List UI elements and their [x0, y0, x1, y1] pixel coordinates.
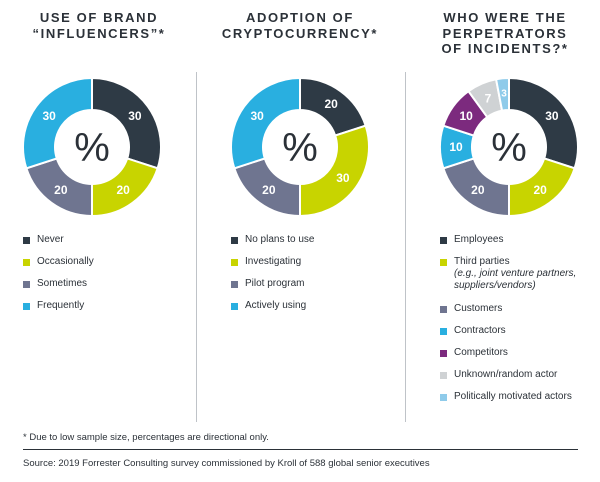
title-line: CRYPTOCURRENCY*: [221, 25, 379, 41]
slice-value-label: 20: [471, 183, 485, 197]
legend-label: Contractors: [454, 325, 506, 336]
slice-value-label: 30: [128, 109, 142, 123]
source-line: Source: 2019 Forrester Consulting survey…: [23, 458, 430, 469]
title-line: “INFLUENCERS”*: [32, 25, 166, 41]
legend-label: Investigating: [245, 256, 302, 267]
donut-center-symbol: %: [491, 126, 527, 170]
legend-label: No plans to use: [245, 234, 315, 245]
donut-slice-politically-motivated-actors: [494, 76, 510, 112]
legend-label: Occasionally: [37, 256, 94, 267]
swatch-actively-using: [231, 303, 238, 310]
swatch-unknown-actor: [440, 372, 447, 379]
panel-cryptocurrency: ADOPTION OF CRYPTOCURRENCY* 20 30 20 30% No…: [203, 0, 403, 420]
source-divider: [23, 449, 578, 450]
swatch-sometimes: [23, 281, 30, 288]
donut-slice-actively-using: [230, 76, 301, 170]
donut-slice-investigating: [299, 124, 370, 218]
chart-title: USE OF BRAND “INFLUENCERS”*: [0, 10, 199, 41]
title-line: PERPETRATORS: [442, 25, 568, 41]
donut-slice-frequently: [22, 76, 93, 170]
swatch-never: [23, 237, 30, 244]
swatch-third-parties: [440, 259, 447, 266]
slice-value-label: 20: [54, 183, 68, 197]
donut-svg: 30 20 20 30%: [22, 76, 162, 218]
slice-value-label: 20: [116, 183, 130, 197]
chart-title: ADOPTION OF CRYPTOCURRENCY*: [200, 10, 400, 41]
swatch-investigating: [231, 259, 238, 266]
donut-svg: 20 30 20 30%: [230, 76, 370, 218]
swatch-political-actors: [440, 394, 447, 401]
slice-value-label: 30: [336, 171, 350, 185]
slice-value-label: 20: [533, 183, 547, 197]
slice-value-label: 30: [545, 109, 559, 123]
legend-label: Frequently: [37, 300, 85, 311]
donut-slice-employees: [508, 76, 579, 170]
title-line: WHO WERE THE: [443, 10, 567, 25]
legend-label: Pilot program: [245, 278, 305, 289]
donut-chart: 30 20 20 10 10 7 3%: [439, 76, 579, 218]
legend-label: Unknown/random actor: [454, 369, 558, 380]
legend-label-main: Third parties: [454, 256, 510, 267]
footnote: * Due to low sample size, percentages ar…: [23, 432, 269, 443]
donut-slice-never: [91, 76, 162, 170]
swatch-employees: [440, 237, 447, 244]
swatch-contractors: [440, 328, 447, 335]
swatch-pilot-program: [231, 281, 238, 288]
legend-label: Politically motivated actors: [454, 391, 572, 402]
donut-chart: 30 20 20 30%: [22, 76, 162, 218]
swatch-occasionally: [23, 259, 30, 266]
slice-value-label: 20: [324, 97, 338, 111]
title-line: ADOPTION OF: [246, 10, 354, 25]
slice-value-label: 10: [449, 140, 463, 154]
legend-label: Customers: [454, 303, 503, 314]
chart-title: WHO WERE THE PERPETRATORS OF INCIDENTS?*: [405, 10, 600, 57]
panel-divider: [196, 72, 197, 422]
slice-value-label: 20: [262, 183, 276, 197]
donut-chart: 20 30 20 30%: [230, 76, 370, 218]
panel-perpetrators: WHO WERE THE PERPETRATORS OF INCIDENTS?*…: [410, 0, 600, 420]
donut-center-symbol: %: [282, 126, 318, 170]
legend-label: Employees: [454, 234, 504, 245]
legend-label: Competitors: [454, 347, 508, 358]
panel-divider: [405, 72, 406, 422]
swatch-customers: [440, 306, 447, 313]
legend-label: Third parties (e.g., joint venture partn…: [454, 256, 600, 292]
legend-label-note: (e.g., joint venture partners, suppliers…: [454, 268, 577, 291]
slice-value-label: 30: [250, 109, 264, 123]
swatch-frequently: [23, 303, 30, 310]
slice-value-label: 10: [459, 109, 473, 123]
legend-label: Actively using: [245, 300, 307, 311]
legend-label: Sometimes: [37, 278, 88, 289]
slice-value-label: 30: [42, 109, 56, 123]
swatch-competitors: [440, 350, 447, 357]
title-line: USE OF BRAND: [39, 10, 159, 25]
slice-value-label: 7: [485, 91, 492, 105]
swatch-no-plans: [231, 237, 238, 244]
slice-value-label: 3: [501, 89, 507, 100]
title-line: OF INCIDENTS?*: [441, 41, 569, 56]
donut-center-symbol: %: [74, 126, 110, 170]
legend-label: Never: [37, 234, 64, 245]
donut-svg: 30 20 20 10 10 7 3%: [439, 76, 579, 218]
panel-brand-influencers: USE OF BRAND “INFLUENCERS”* 30 20 20 30% Ne…: [0, 0, 200, 420]
